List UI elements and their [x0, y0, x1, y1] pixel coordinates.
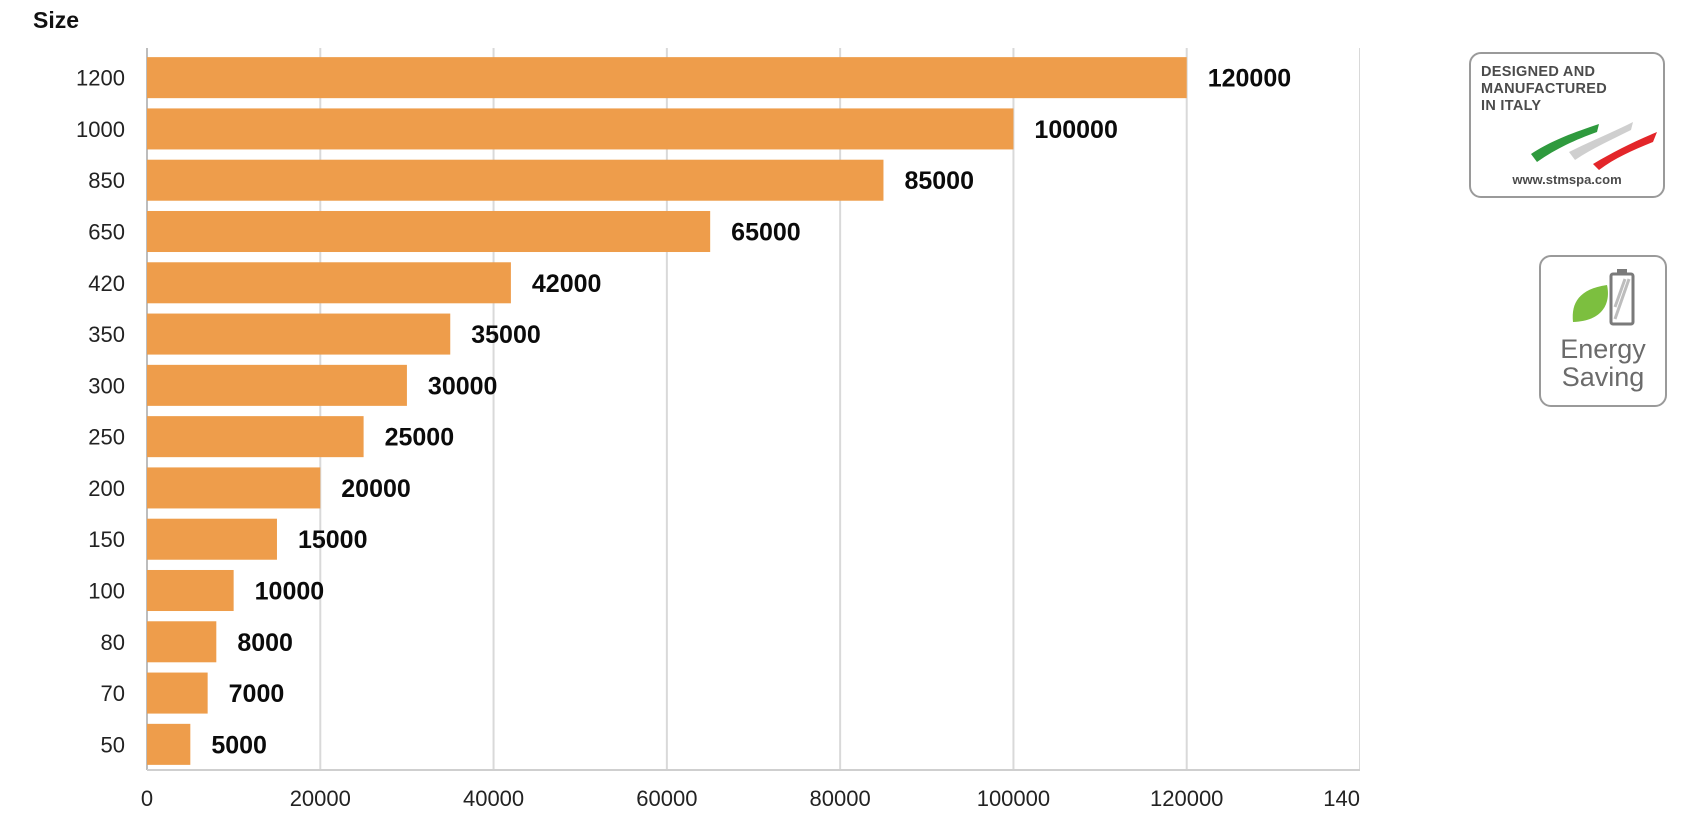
x-tick-label: 100000 — [977, 786, 1050, 811]
leaf-icon — [1572, 285, 1608, 322]
bar-420 — [147, 262, 511, 304]
bar-50 — [147, 723, 191, 765]
data-label: 65000 — [731, 219, 801, 247]
bar-650 — [147, 210, 711, 253]
category-label: 1200 — [76, 66, 125, 91]
bar-150 — [147, 518, 277, 560]
data-label: 15000 — [298, 526, 368, 554]
x-tick-label: 40000 — [463, 786, 524, 811]
category-label: 1000 — [76, 117, 125, 142]
data-label: 120000 — [1208, 65, 1291, 93]
category-labels: 1200 1000 850 650 420 350 300 250 200 150 100 80 70 5… — [76, 66, 125, 758]
italy-badge-line-1: DESIGNED AND — [1481, 64, 1596, 80]
x-tick-label: 20000 — [290, 786, 351, 811]
y-axis-title: Size — [33, 7, 79, 33]
data-label: 100000 — [1034, 116, 1117, 144]
category-label: 300 — [88, 373, 125, 398]
bar-350 — [147, 313, 451, 355]
data-label: 8000 — [237, 629, 293, 657]
chart-svg: Size 12001000850650420350300250200150100… — [33, 7, 1360, 811]
data-label: 7000 — [229, 680, 285, 708]
category-label: 250 — [88, 425, 125, 450]
bars — [147, 57, 1187, 765]
data-label: 35000 — [471, 321, 541, 349]
bar-850 — [147, 159, 884, 201]
data-label: 5000 — [211, 731, 267, 759]
x-tick-labels: 0 20000 40000 60000 80000 100000 120000 140000 — [141, 786, 1360, 811]
data-label: 30000 — [428, 372, 498, 400]
saving-label: Saving — [1561, 362, 1645, 392]
category-label: 420 — [88, 271, 125, 296]
value-labels: 120000 100000 85000 65000 42000 35000 30000 250… — [211, 65, 1291, 760]
made-in-italy-badge: DESIGNED AND MANUFACTURED IN ITALY www.s… — [1469, 52, 1665, 198]
category-label: 650 — [88, 220, 125, 245]
leaf-battery-icon — [1572, 269, 1635, 326]
grid-lines — [146, 48, 1360, 771]
data-label: 42000 — [532, 270, 602, 298]
x-tick-label: 140000 — [1323, 786, 1360, 811]
x-tick-label: 60000 — [636, 786, 697, 811]
category-label: 350 — [88, 322, 125, 347]
data-label: 20000 — [341, 475, 411, 503]
energy-saving-badge: Energy Saving — [1539, 255, 1667, 407]
bar-250 — [147, 416, 364, 458]
bar-80 — [147, 621, 217, 663]
italy-badge-line-2: MANUFACTURED — [1481, 81, 1608, 97]
category-label: 70 — [101, 681, 125, 706]
bar-300 — [147, 364, 407, 406]
category-label: 80 — [101, 630, 125, 655]
x-tick-label: 120000 — [1150, 786, 1223, 811]
category-label: 150 — [88, 527, 125, 552]
category-label: 100 — [88, 579, 125, 604]
category-label: 50 — [101, 732, 125, 757]
bar-1000 — [147, 108, 1014, 150]
italian-flag-brushstroke-icon — [1531, 122, 1657, 170]
data-label: 85000 — [904, 167, 974, 195]
website-url: www.stmspa.com — [1512, 172, 1622, 187]
bar-1200 — [147, 57, 1187, 99]
category-label: 850 — [88, 168, 125, 193]
italy-badge-line-3: IN ITALY — [1481, 98, 1542, 114]
data-label: 10000 — [255, 578, 325, 606]
energy-label: Energy — [1560, 334, 1646, 364]
bar-chart: Size 1200 1000 850 650 420 350 300 250 200 150 100… — [33, 7, 1360, 811]
category-label: 200 — [88, 476, 125, 501]
battery-icon — [1609, 269, 1635, 326]
x-tick-label: 0 — [141, 786, 153, 811]
bar-200 — [147, 467, 321, 509]
x-tick-label: 80000 — [810, 786, 871, 811]
data-label: 25000 — [385, 424, 455, 452]
bar-100 — [147, 569, 234, 612]
bar-70 — [147, 672, 208, 714]
